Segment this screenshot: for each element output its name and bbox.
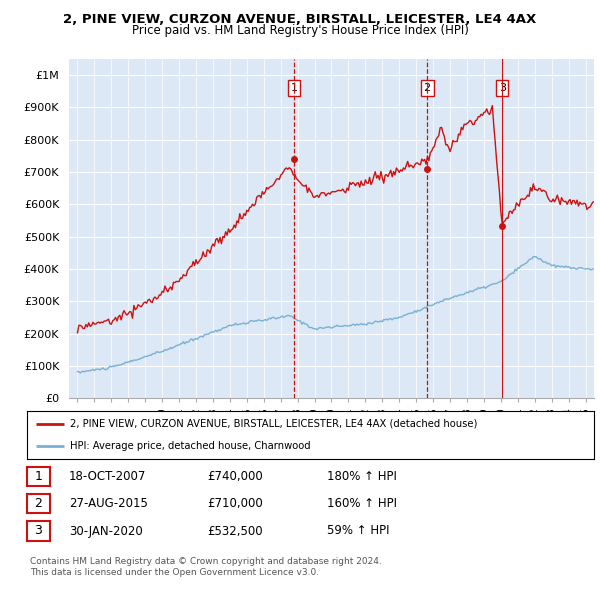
Text: 1: 1: [290, 83, 298, 93]
Text: £740,000: £740,000: [207, 470, 263, 483]
Text: 59% ↑ HPI: 59% ↑ HPI: [327, 525, 389, 537]
Text: 2: 2: [34, 497, 43, 510]
Text: £532,500: £532,500: [207, 525, 263, 537]
Text: 30-JAN-2020: 30-JAN-2020: [69, 525, 143, 537]
Text: Price paid vs. HM Land Registry's House Price Index (HPI): Price paid vs. HM Land Registry's House …: [131, 24, 469, 37]
Text: 18-OCT-2007: 18-OCT-2007: [69, 470, 146, 483]
Text: This data is licensed under the Open Government Licence v3.0.: This data is licensed under the Open Gov…: [30, 568, 319, 577]
Text: 2, PINE VIEW, CURZON AVENUE, BIRSTALL, LEICESTER, LE4 4AX (detached house): 2, PINE VIEW, CURZON AVENUE, BIRSTALL, L…: [70, 419, 477, 429]
Text: 27-AUG-2015: 27-AUG-2015: [69, 497, 148, 510]
Text: 3: 3: [499, 83, 506, 93]
Text: 2: 2: [424, 83, 431, 93]
Text: 180% ↑ HPI: 180% ↑ HPI: [327, 470, 397, 483]
Text: HPI: Average price, detached house, Charnwood: HPI: Average price, detached house, Char…: [70, 441, 310, 451]
Text: 1: 1: [34, 470, 43, 483]
Text: 2, PINE VIEW, CURZON AVENUE, BIRSTALL, LEICESTER, LE4 4AX: 2, PINE VIEW, CURZON AVENUE, BIRSTALL, L…: [64, 13, 536, 26]
Text: £710,000: £710,000: [207, 497, 263, 510]
Text: 160% ↑ HPI: 160% ↑ HPI: [327, 497, 397, 510]
Text: Contains HM Land Registry data © Crown copyright and database right 2024.: Contains HM Land Registry data © Crown c…: [30, 558, 382, 566]
Text: 3: 3: [34, 525, 43, 537]
